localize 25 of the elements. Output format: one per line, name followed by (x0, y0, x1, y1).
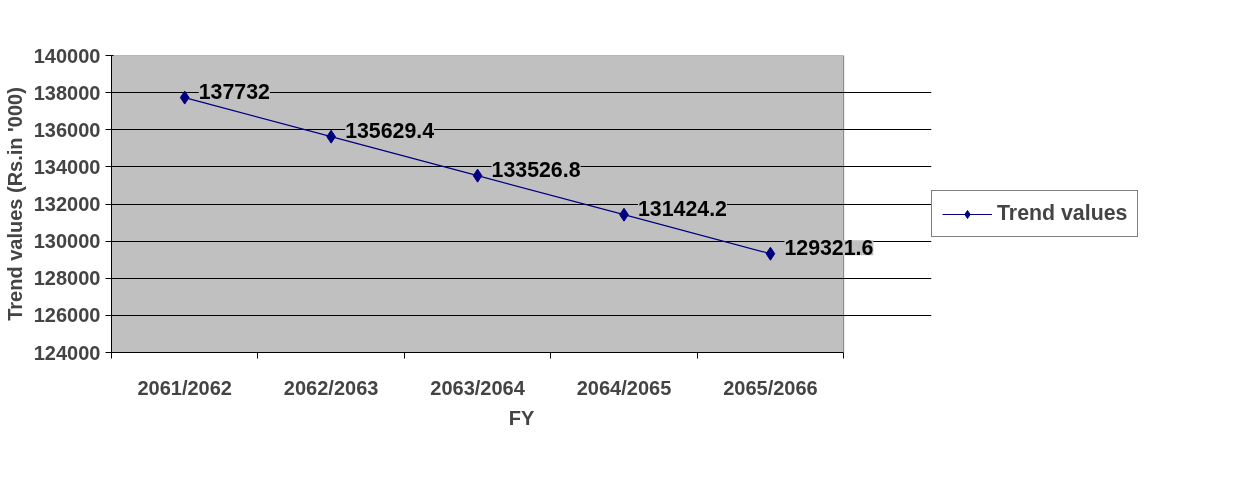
x-axis-title: FY (508, 406, 535, 429)
x-tick-label: 2061/2062 (137, 376, 232, 399)
x-tick-label: 2065/2066 (723, 376, 818, 399)
x-tick-label: 2062/2063 (283, 376, 379, 399)
y-tick-label: 126000 (33, 304, 101, 327)
y-tick-label: 128000 (33, 267, 101, 290)
point (472, 168, 483, 183)
y-tick-label: 130000 (33, 230, 101, 253)
legend-label: Trend values (997, 201, 1128, 226)
data-label: 133526.8 (491, 158, 581, 183)
y-tick-label: 140000 (33, 44, 101, 67)
data-label: 129321.6 (784, 236, 874, 261)
y-tick-label: 124000 (33, 341, 101, 364)
y-tick-label: 134000 (33, 155, 101, 178)
y-tick-label: 132000 (33, 193, 101, 215)
data-label: 131424.2 (638, 197, 727, 222)
x-tick-label: 2063/2064 (430, 376, 526, 399)
data-label: 137732 (198, 80, 270, 105)
y-tick-label: 138000 (33, 81, 101, 104)
data-label: 135629.4 (345, 119, 435, 144)
point (179, 90, 190, 105)
y-tick-label: 136000 (33, 118, 101, 141)
x-tick-label: 2064/2065 (576, 376, 672, 399)
point (765, 246, 776, 261)
y-axis-title: Trend values (Rs.in '000) (3, 87, 26, 321)
